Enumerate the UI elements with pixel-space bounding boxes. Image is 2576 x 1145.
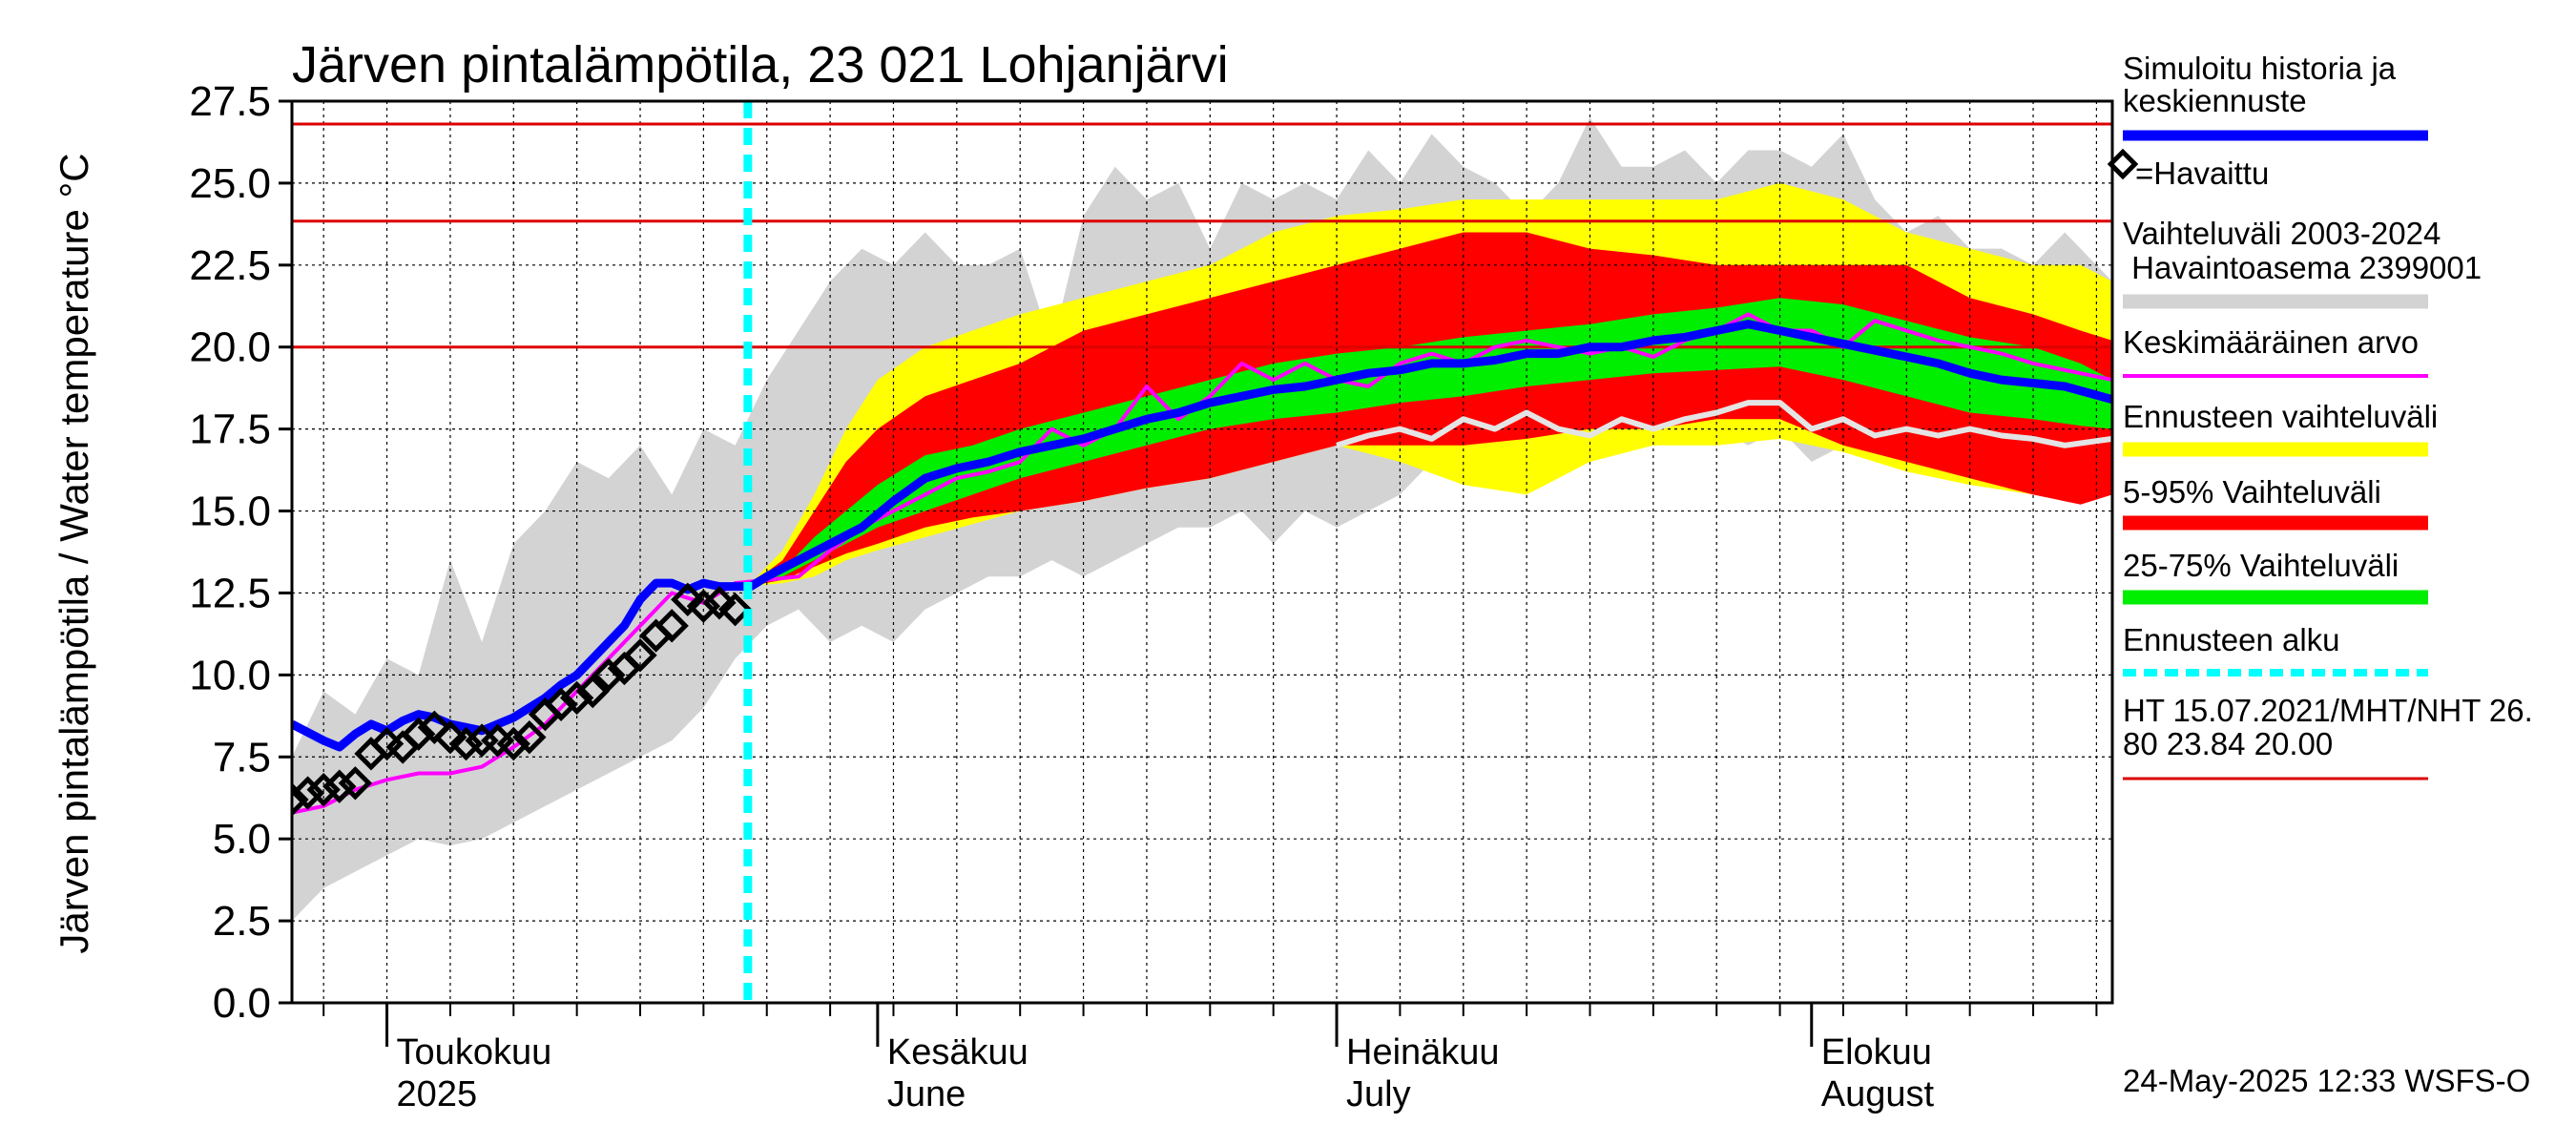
observation-point (402, 717, 436, 751)
legend-ref-label-1: HT 15.07.2021/MHT/NHT 26. (2123, 693, 2533, 728)
y-tick-label: 27.5 (189, 78, 271, 125)
observation-point (702, 586, 737, 620)
observation-point (559, 680, 594, 716)
x-month-sublabel: 2025 (397, 1074, 478, 1114)
plot-frame (290, 99, 2114, 1005)
y-axis-label: Järven pintalämpötila / Water temperatur… (52, 153, 96, 953)
y-tick-label: 5.0 (213, 816, 271, 863)
observation-point (575, 674, 610, 709)
legend-hist-label-1: Vaihteluväli 2003-2024 (2123, 216, 2441, 251)
x-month-label: Kesäkuu (887, 1032, 1028, 1072)
chart-title: Järven pintalämpötila, 23 021 Lohjanjärv… (292, 36, 1229, 94)
x-month-sublabel: August (1821, 1074, 1935, 1114)
observation-point (292, 782, 309, 817)
observation-point (671, 582, 705, 617)
observation-point (338, 766, 373, 801)
legend-fcstart-label: Ennusteen alku (2123, 622, 2340, 657)
legend-obs-label: =Havaittu (2135, 156, 2269, 191)
legend-sim-label-1: Simuloitu historia ja (2123, 51, 2397, 86)
y-tick-label: 17.5 (189, 406, 271, 453)
legend-hist-label-2: Havaintoasema 2399001 (2123, 250, 2482, 285)
observation-point (433, 719, 467, 755)
footer-timestamp: 24-May-2025 12:33 WSFS-O (2123, 1063, 2530, 1098)
simulated-forecast-line (292, 320, 2112, 752)
legend-mean-label: Keskimääräinen arvo (2123, 324, 2419, 360)
x-month-label: Elokuu (1821, 1032, 1932, 1072)
x-month-label: Toukokuu (397, 1032, 552, 1072)
x-month-sublabel: July (1346, 1074, 1411, 1114)
legend-fcrange-label: Ennusteen vaihteluväli (2123, 399, 2438, 434)
observation-point (512, 719, 547, 755)
x-month-label: Heinäkuu (1346, 1032, 1500, 1072)
y-tick-label: 10.0 (189, 652, 271, 698)
y-tick-label: 25.0 (189, 160, 271, 207)
legend-p595-label: 5-95% Vaihteluväli (2123, 474, 2381, 510)
legend-ref-label-2: 80 23.84 20.00 (2123, 726, 2333, 761)
legend-obs-marker (2107, 148, 2139, 180)
observation-point (654, 609, 689, 643)
y-tick-label: 20.0 (189, 324, 271, 371)
observation-point (623, 638, 657, 673)
observation-point (717, 592, 753, 627)
station-range-line (1336, 400, 2112, 448)
y-tick-label: 12.5 (189, 570, 271, 616)
y-tick-label: 22.5 (189, 242, 271, 289)
legend-p2575-label: 25-75% Vaihteluväli (2123, 548, 2399, 583)
observation-point (592, 657, 626, 693)
y-tick-label: 2.5 (213, 898, 271, 945)
x-month-sublabel: June (887, 1074, 966, 1114)
legend-sim-label-2: keskiennuste (2123, 83, 2307, 118)
y-tick-label: 0.0 (213, 980, 271, 1027)
observation-point (496, 726, 530, 761)
y-tick-label: 15.0 (189, 489, 271, 535)
observation-point (544, 687, 578, 721)
y-tick-label: 7.5 (213, 734, 271, 781)
